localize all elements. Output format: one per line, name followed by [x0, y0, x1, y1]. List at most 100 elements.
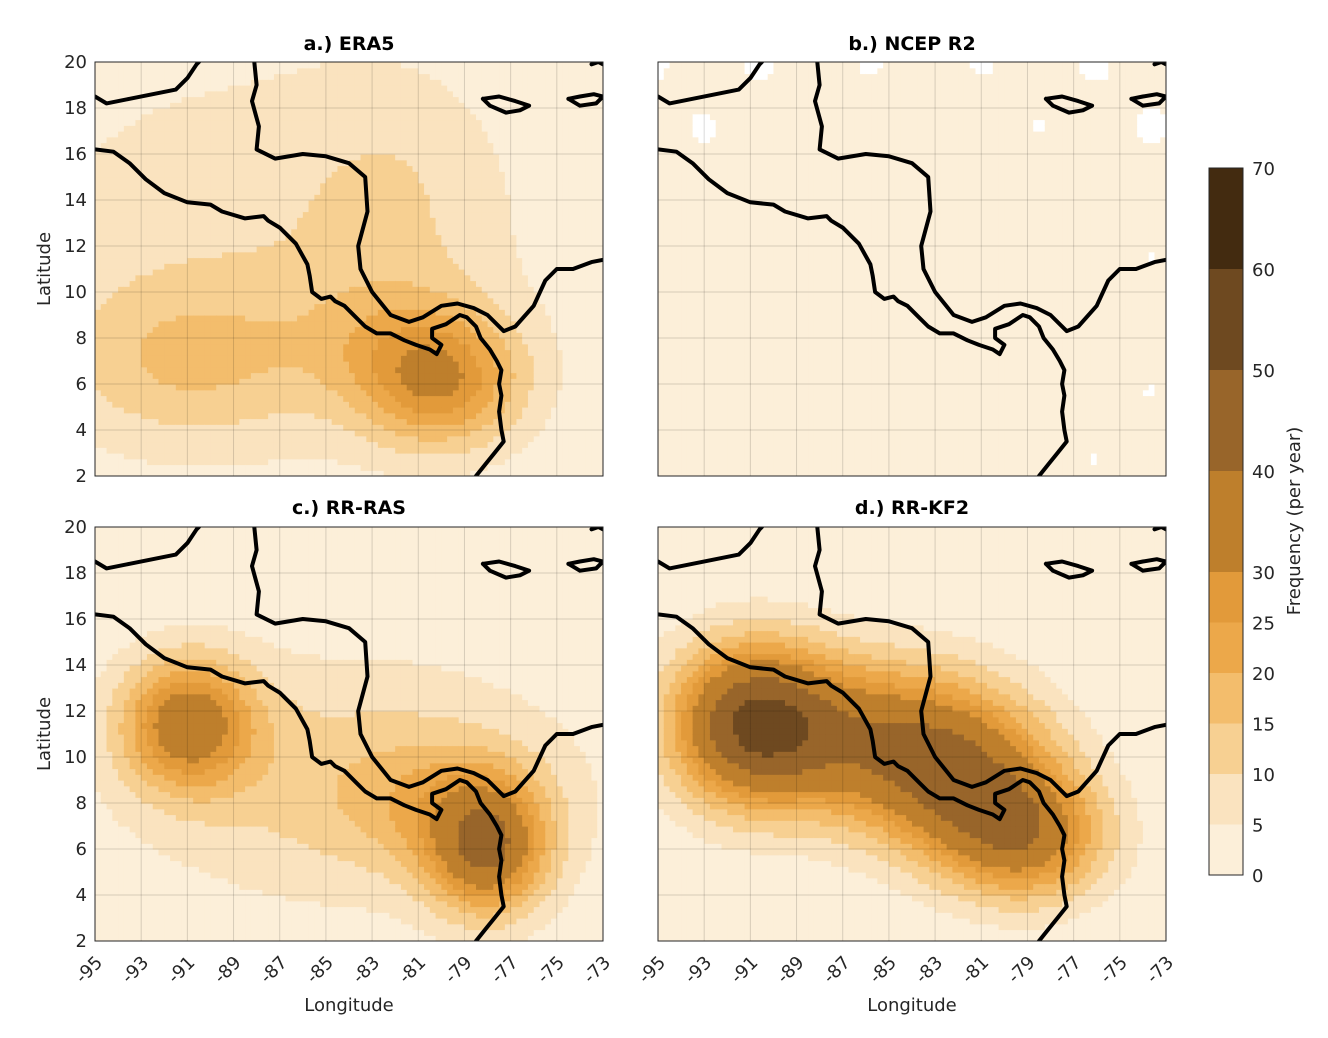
field-cell: [291, 257, 298, 264]
field-cell: [360, 372, 367, 379]
field-cell: [118, 303, 125, 310]
field-cell: [481, 148, 489, 155]
field-cell: [464, 211, 471, 218]
field-cell: [273, 136, 281, 144]
field-cell: [135, 154, 142, 161]
field-cell: [447, 292, 454, 299]
field-cell: [464, 320, 471, 328]
field-cell: [395, 136, 402, 144]
field-cell: [181, 464, 188, 471]
field-cell: [262, 303, 269, 310]
field-cell: [418, 378, 425, 385]
field-cell: [129, 418, 137, 425]
field-cell: [141, 188, 148, 195]
field-cell: [418, 412, 425, 420]
field-cell: [314, 389, 321, 397]
field-cell: [337, 223, 344, 230]
field-cell: [377, 159, 385, 167]
field-cell: [435, 102, 442, 109]
field-cell: [395, 200, 402, 207]
field-cell: [222, 361, 229, 368]
field-cell: [210, 200, 217, 207]
field-cell: [418, 62, 425, 69]
field-cell: [320, 430, 327, 437]
field-cell: [141, 412, 148, 420]
field-cell: [447, 464, 454, 471]
field-cell: [181, 125, 188, 132]
field-cell: [291, 165, 298, 172]
field-cell: [164, 257, 171, 264]
field-cell: [198, 251, 206, 259]
field-cell: [193, 332, 200, 339]
field-cell: [424, 142, 431, 149]
field-cell: [141, 182, 148, 190]
field-cell: [181, 223, 188, 230]
field-cell: [222, 188, 229, 195]
field-cell: [464, 395, 471, 402]
field-cell: [452, 418, 460, 425]
field-cell: [406, 96, 414, 103]
field-cell: [141, 464, 148, 471]
field-cell: [452, 372, 460, 379]
field-cell: [354, 458, 362, 466]
field-cell: [476, 159, 483, 167]
field-cell: [470, 470, 477, 476]
field-cell: [256, 240, 264, 247]
field-cell: [222, 108, 229, 115]
field-cell: [366, 188, 373, 195]
field-cell: [100, 470, 108, 476]
field-cell: [193, 315, 200, 322]
field-cell: [331, 228, 339, 236]
field-cell: [360, 205, 367, 213]
field-cell: [377, 234, 385, 241]
field-cell: [320, 412, 327, 420]
field-cell: [268, 309, 275, 316]
field-cell: [106, 136, 113, 144]
field-cell: [400, 349, 408, 356]
field-cell: [170, 326, 177, 333]
field-cell: [250, 194, 258, 201]
field-cell: [412, 269, 419, 276]
field-cell: [395, 309, 402, 316]
field-cell: [118, 435, 125, 443]
field-cell: [470, 441, 477, 448]
field-cell: [308, 67, 315, 75]
field-cell: [493, 389, 500, 397]
field-cell: [216, 177, 223, 184]
field-cell: [123, 395, 131, 402]
field-cell: [164, 85, 171, 92]
field-cell: [349, 366, 356, 374]
field-cell: [216, 159, 223, 167]
field-cell: [395, 269, 402, 276]
field-cell: [204, 67, 212, 75]
field-cell: [118, 349, 125, 356]
field-cell: [447, 90, 454, 98]
field-cell: [377, 148, 385, 155]
field-cell: [452, 338, 460, 345]
field-cell: [429, 73, 437, 80]
field-cell: [481, 136, 489, 144]
field-cell: [389, 188, 396, 195]
field-cell: [141, 297, 148, 305]
field-cell: [268, 228, 275, 236]
field-cell: [458, 131, 466, 138]
field-cell: [406, 102, 414, 109]
field-cell: [349, 286, 356, 293]
field-cell: [412, 159, 419, 167]
field-cell: [268, 246, 275, 253]
field-cell: [233, 113, 240, 121]
field-cell: [331, 62, 339, 69]
field-cell: [146, 142, 154, 149]
field-cell: [383, 246, 391, 253]
field-cell: [452, 424, 460, 431]
field-cell: [476, 182, 483, 190]
field-cell: [458, 315, 466, 322]
field-cell: [204, 269, 212, 276]
field-cell: [181, 303, 188, 310]
field-cell: [458, 286, 466, 293]
field-cell: [95, 223, 102, 230]
field-cell: [227, 200, 235, 207]
field-cell: [123, 269, 131, 276]
field-cell: [383, 102, 391, 109]
